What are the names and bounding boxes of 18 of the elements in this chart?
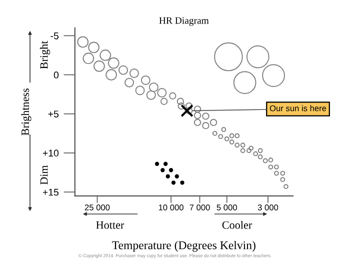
x-tick-label: 5 000 bbox=[216, 204, 237, 210]
y-tick-label: +10 bbox=[42, 150, 59, 157]
y-tick-label: 0 bbox=[54, 72, 59, 78]
y-axis-title: Brightness bbox=[21, 88, 32, 136]
y-tick-label: -5 bbox=[50, 32, 59, 40]
y-tick-label: +15 bbox=[42, 188, 59, 196]
text: Cooler bbox=[222, 220, 252, 229]
text: Hotter bbox=[96, 221, 124, 229]
x-tick-label: 10 000 bbox=[158, 204, 184, 210]
chart-title: HR Diagram bbox=[159, 17, 209, 26]
text: Bright bbox=[40, 40, 50, 69]
annotation: Our sun is here bbox=[270, 105, 326, 112]
x-tick-label: 7 000 bbox=[190, 204, 210, 210]
x-axis-title: Temperature (Degrees Kelvin) bbox=[112, 240, 256, 252]
x-tick-label: 3 000 bbox=[258, 204, 278, 210]
x-tick-label: 25 000 bbox=[84, 204, 110, 210]
text: Dim bbox=[40, 165, 48, 185]
y-tick-label: +5 bbox=[48, 110, 59, 118]
